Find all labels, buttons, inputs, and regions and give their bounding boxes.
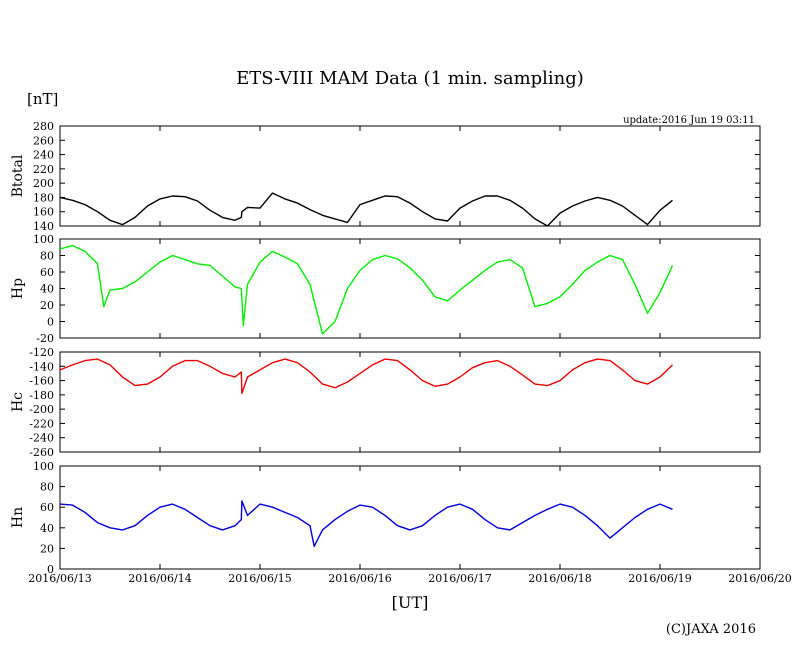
x-tick-label: 2016/06/20 [728,572,791,585]
chart-title: ETS-VIII MAM Data (1 min. sampling) [236,68,584,89]
y-axis-label: Btotal [10,154,26,197]
series-line-hn [59,500,673,547]
update-timestamp: update:2016 Jun 19 03:11 [623,115,755,126]
y-tick-label: -200 [29,403,54,416]
series-line-btotal [59,192,673,227]
y-tick-label: -120 [29,346,54,359]
y-tick-label: 80 [40,481,54,494]
y-tick-label: -140 [29,360,54,373]
panel-hc: -120-140 -160-180-200-220 -240-260 Hc [10,346,761,459]
y-tick-label: 20 [40,299,54,312]
panels: 280260240220200180160140Btotal1008060402… [10,120,761,576]
x-tick-labels: 2016/06/13 2016/06/14 2016/06/15 2016/06/16… [28,572,791,585]
y-tick-label: 60 [40,266,54,279]
x-axis-label: [UT] [392,593,429,612]
panel-hn: 100 80 60 40 20 0 Hn [10,460,761,576]
x-tick-label: 2016/06/15 [228,572,291,585]
plot-frame [59,465,761,570]
y-tick-label: 240 [33,149,54,162]
x-tick-label: 2016/06/14 [128,572,191,585]
y-tick-label: -220 [29,417,54,430]
y-tick-label: 100 [33,460,54,473]
y-tick-label: 0 [47,316,54,329]
copyright-text: (C)JAXA 2016 [666,622,756,637]
plot-frame [59,351,761,453]
y-tick-label: 260 [33,134,54,147]
series-line-hp [59,244,674,335]
y-tick-label: 100 [33,233,54,246]
y-tick-label: 160 [33,206,54,219]
panel-hp: 100 80 60 40 20 0 -20 Hp [10,233,761,345]
y-tick-label: -260 [29,446,54,459]
y-tick-label: 40 [40,283,54,296]
y-tick-label: -20 [36,332,54,345]
x-tick-label: 2016/06/17 [428,572,491,585]
y-tick-label: -160 [29,375,54,388]
y-tick-label: 0 [47,563,54,576]
x-tick-label: 2016/06/18 [528,572,591,585]
x-tick-label: 2016/06/19 [628,572,691,585]
x-tick-label: 2016/06/13 [28,572,91,585]
y-tick-label: 220 [33,163,54,176]
y-tick-label: 180 [33,191,54,204]
y-axis-label: Hp [10,278,26,299]
unit-label: [nT] [27,90,58,108]
y-tick-label: 40 [40,522,54,535]
y-tick-label: -240 [29,432,54,445]
series-line-hc [59,358,673,395]
y-tick-label: 140 [33,220,54,233]
y-tick-label: 200 [33,177,54,190]
y-tick-label: 280 [33,120,54,133]
y-axis-label: Hn [10,507,26,528]
plot-frame [59,238,761,339]
y-axis-label: Hc [10,392,26,412]
y-tick-label: 20 [40,542,54,555]
y-tick-label: 60 [40,501,54,514]
y-tick-label: -180 [29,389,54,402]
plot-frame [59,125,761,227]
x-tick-label: 2016/06/16 [328,572,391,585]
y-tick-label: 80 [40,250,54,263]
